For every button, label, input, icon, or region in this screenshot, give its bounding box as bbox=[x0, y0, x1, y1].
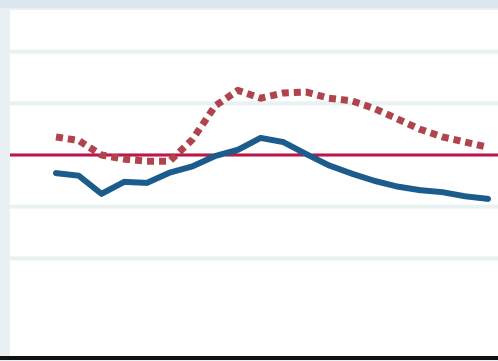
series-line-1 bbox=[53, 134, 491, 202]
series-line-2 bbox=[55, 86, 489, 165]
title-strip bbox=[0, 0, 498, 8]
series-layer bbox=[53, 86, 491, 202]
